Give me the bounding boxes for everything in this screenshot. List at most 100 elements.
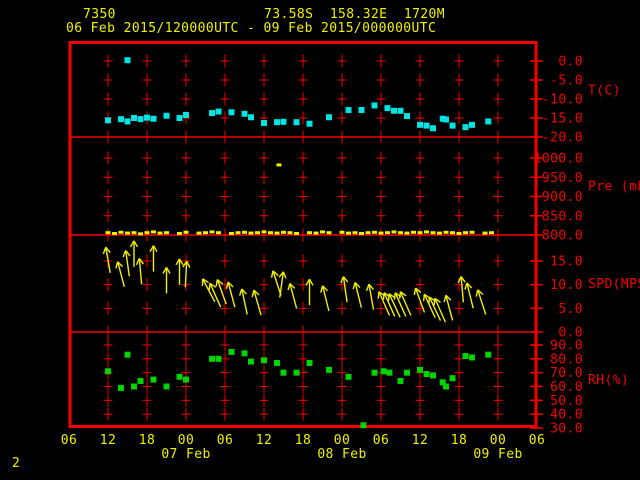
x-tick-label: 06 bbox=[217, 433, 233, 448]
data-point bbox=[118, 116, 124, 123]
data-point bbox=[386, 369, 393, 376]
x-tick-label: 12 bbox=[256, 433, 272, 448]
y-axis-unit-label: Pre (mb) bbox=[588, 180, 640, 195]
data-point bbox=[462, 353, 469, 360]
x-day-label: 08 Feb bbox=[317, 447, 366, 462]
y-tick-label: 60.0 bbox=[550, 380, 583, 395]
x-tick-label: 12 bbox=[100, 433, 116, 448]
data-point bbox=[131, 231, 137, 235]
data-point bbox=[144, 231, 150, 235]
wind-arrow bbox=[225, 281, 236, 308]
data-point bbox=[248, 358, 254, 365]
wind-arrow bbox=[182, 260, 191, 288]
data-point bbox=[203, 231, 208, 235]
data-point bbox=[176, 373, 183, 380]
wind-arrow bbox=[457, 276, 466, 303]
x-tick-label: 06 bbox=[61, 433, 77, 448]
data-point bbox=[215, 355, 222, 362]
wind-arrow bbox=[238, 288, 248, 315]
wind-arrow bbox=[201, 278, 216, 303]
y-tick-label: 70.0 bbox=[550, 366, 583, 381]
wind-arrow bbox=[278, 271, 287, 298]
x-axis-labels: 06 12 18 00 06 12 18 00 06 12 18 00 06 07 Feb 08 Feb 09… bbox=[61, 433, 545, 462]
wind-arrow bbox=[162, 267, 171, 294]
y-tick-label: -20.0 bbox=[542, 131, 583, 146]
station-id: 7350 bbox=[83, 7, 116, 22]
data-point bbox=[138, 232, 143, 236]
data-point bbox=[216, 231, 221, 235]
data-point bbox=[183, 376, 189, 383]
data-point bbox=[326, 114, 332, 121]
y-axis-unit-label: RH(%) bbox=[588, 373, 629, 388]
data-point bbox=[124, 57, 131, 64]
y-tick-label: 850.0 bbox=[542, 209, 583, 224]
data-point bbox=[430, 125, 436, 132]
data-point bbox=[424, 230, 429, 234]
right-axis: 0.0 -5.0 -10.0 -15.0 -20.0 T(C) 1000.0 950.0 900… bbox=[530, 55, 640, 437]
y-tick-label: 80.0 bbox=[550, 352, 583, 367]
data-point bbox=[417, 366, 423, 373]
data-point bbox=[261, 230, 267, 234]
wind-arrow bbox=[287, 282, 298, 309]
data-point bbox=[150, 376, 157, 383]
data-point bbox=[105, 231, 111, 235]
y-tick-label: 950.0 bbox=[542, 171, 583, 186]
data-point bbox=[137, 377, 144, 384]
data-point bbox=[326, 231, 332, 235]
wind-arrow bbox=[365, 283, 375, 310]
y-tick-label: 0.0 bbox=[558, 326, 583, 341]
data-point bbox=[411, 230, 416, 234]
data-point bbox=[320, 230, 325, 234]
data-point bbox=[235, 231, 241, 235]
data-point bbox=[482, 231, 488, 235]
station-location: 73.58S 158.32E 1720M bbox=[264, 7, 445, 22]
data-point bbox=[449, 375, 456, 382]
data-point bbox=[183, 111, 189, 118]
data-point bbox=[359, 231, 364, 235]
x-tick-label: 12 bbox=[412, 433, 428, 448]
data-point bbox=[371, 102, 378, 109]
data-point bbox=[183, 230, 189, 234]
data-point bbox=[151, 230, 156, 234]
data-point bbox=[430, 231, 436, 235]
data-point bbox=[276, 163, 282, 167]
data-point bbox=[443, 383, 449, 390]
data-point bbox=[131, 115, 137, 121]
data-point bbox=[430, 372, 436, 379]
x-tick-label: 00 bbox=[490, 433, 506, 448]
y-tick-label: 15.0 bbox=[550, 255, 583, 270]
wind-arrow bbox=[464, 282, 474, 309]
y-tick-label: 900.0 bbox=[542, 190, 583, 205]
data-point bbox=[307, 231, 312, 235]
data-point bbox=[443, 230, 449, 234]
x-tick-label: 00 bbox=[178, 433, 194, 448]
data-point bbox=[157, 231, 163, 235]
data-point bbox=[118, 230, 124, 234]
y-tick-label: 40.0 bbox=[550, 408, 583, 423]
data-point bbox=[372, 230, 377, 234]
data-point bbox=[339, 230, 345, 234]
data-point bbox=[449, 122, 456, 129]
data-point bbox=[118, 384, 124, 391]
data-point bbox=[137, 116, 144, 123]
wind-arrow bbox=[433, 297, 447, 323]
data-point bbox=[385, 231, 390, 235]
data-point bbox=[358, 107, 365, 114]
wind-arrow bbox=[398, 291, 412, 316]
wind-arrow bbox=[352, 281, 363, 308]
data-point bbox=[360, 422, 367, 429]
data-point bbox=[228, 348, 235, 355]
data-point bbox=[261, 357, 267, 364]
wind-arrow bbox=[387, 293, 401, 318]
data-point bbox=[293, 119, 300, 126]
data-point bbox=[352, 231, 358, 235]
wind-arrow bbox=[102, 246, 111, 273]
data-point bbox=[105, 117, 111, 124]
wind-arrow bbox=[340, 276, 349, 303]
y-tick-label: -15.0 bbox=[542, 112, 583, 127]
data-point bbox=[176, 115, 183, 121]
data-point bbox=[242, 230, 247, 234]
data-point bbox=[196, 231, 202, 235]
wind-arrow bbox=[135, 258, 144, 285]
data-point bbox=[313, 231, 319, 235]
